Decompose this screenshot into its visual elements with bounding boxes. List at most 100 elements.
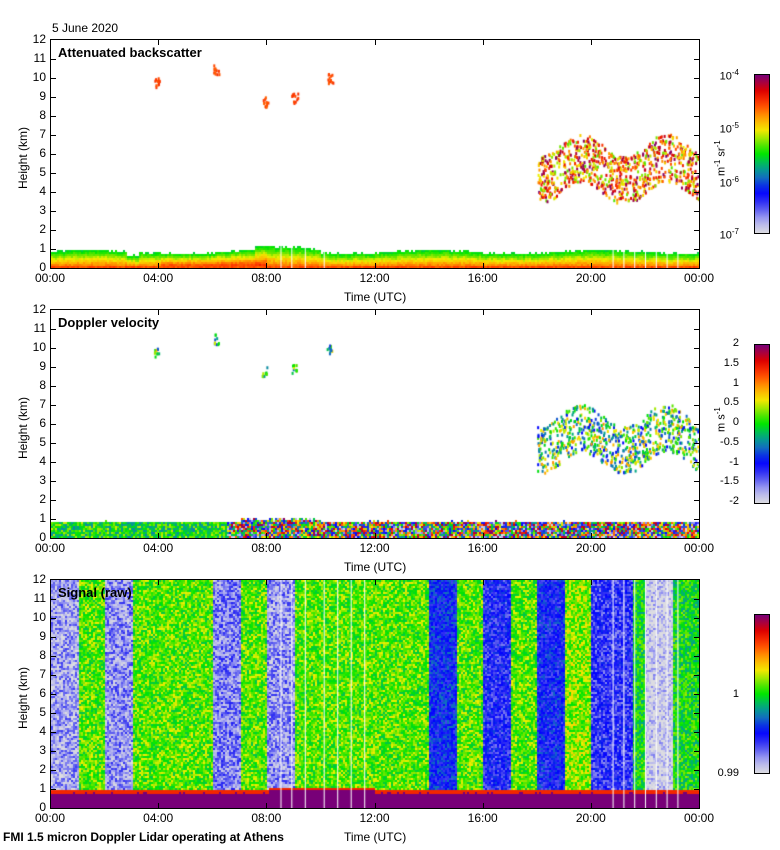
y-tick-mark bbox=[50, 249, 56, 250]
y-tick-mark bbox=[694, 618, 700, 619]
x-tick-mark bbox=[482, 263, 484, 269]
backscatter-heatmap bbox=[51, 40, 699, 268]
velocity-colorbar bbox=[754, 344, 770, 504]
y-tick-mark bbox=[694, 751, 700, 752]
y-tick-mark bbox=[50, 694, 56, 695]
y-tick-label: 6 bbox=[39, 686, 46, 700]
y-tick-mark bbox=[50, 424, 56, 425]
x-tick-mark bbox=[266, 263, 268, 269]
y-tick-mark bbox=[50, 618, 56, 619]
y-tick-label: 3 bbox=[39, 743, 46, 757]
y-tick-mark bbox=[694, 59, 700, 60]
y-tick-mark bbox=[694, 481, 700, 482]
y-tick-mark bbox=[694, 173, 700, 174]
x-tick-mark bbox=[266, 579, 268, 585]
x-tick-mark bbox=[482, 39, 484, 45]
y-tick-label: 7 bbox=[39, 127, 46, 141]
y-tick-mark bbox=[694, 500, 700, 501]
y-tick-mark bbox=[50, 59, 56, 60]
x-tick-mark bbox=[158, 309, 160, 315]
y-tick-mark bbox=[694, 78, 700, 79]
cb2-tick: 2 bbox=[732, 337, 739, 349]
y-tick-mark bbox=[50, 173, 56, 174]
y-tick-label: 4 bbox=[39, 184, 46, 198]
y-tick-mark bbox=[50, 443, 56, 444]
x-tick-mark bbox=[158, 263, 160, 269]
x-tick-label: 20:00 bbox=[575, 811, 606, 825]
y-tick-mark bbox=[694, 770, 700, 771]
y-tick-label: 1 bbox=[39, 511, 46, 525]
panel-title: Signal (raw) bbox=[58, 585, 132, 600]
x-tick-mark bbox=[590, 803, 592, 809]
y-tick-label: 4 bbox=[39, 724, 46, 738]
y-tick-label: 11 bbox=[33, 591, 46, 605]
y-tick-label: 7 bbox=[39, 667, 46, 681]
y-tick-label: 3 bbox=[39, 203, 46, 217]
x-tick-label: 00:00 bbox=[683, 811, 715, 825]
panel-title: Attenuated backscatter bbox=[58, 45, 202, 60]
y-tick-mark bbox=[694, 348, 700, 349]
y-tick-mark bbox=[50, 789, 56, 790]
y-tick-label: 0 bbox=[39, 260, 46, 274]
x-tick-label: 16:00 bbox=[467, 541, 498, 555]
x-tick-label: 08:00 bbox=[251, 271, 282, 285]
y-tick-mark bbox=[50, 78, 56, 79]
y-tick-label: 9 bbox=[39, 359, 46, 373]
x-tick-mark bbox=[374, 579, 376, 585]
x-tick-label: 00:00 bbox=[34, 541, 66, 555]
y-tick-mark bbox=[50, 732, 56, 733]
y-tick-label: 12 bbox=[32, 572, 46, 586]
y-tick-label: 3 bbox=[39, 473, 46, 487]
x-tick-label: 20:00 bbox=[575, 271, 606, 285]
x-tick-label: 04:00 bbox=[143, 271, 174, 285]
x-axis-label: Time (UTC) bbox=[344, 560, 407, 574]
x-tick-mark bbox=[482, 309, 484, 315]
y-tick-mark bbox=[50, 211, 56, 212]
signal-panel: Signal (raw) bbox=[50, 579, 700, 809]
y-tick-label: 10 bbox=[32, 70, 46, 84]
y-tick-mark bbox=[50, 154, 56, 155]
x-tick-mark bbox=[374, 39, 376, 45]
y-tick-mark bbox=[694, 211, 700, 212]
x-tick-label: 20:00 bbox=[575, 541, 606, 555]
figure-caption: FMI 1.5 micron Doppler Lidar operating a… bbox=[3, 830, 284, 844]
cb1-tick: 10-4 bbox=[719, 68, 739, 83]
y-tick-mark bbox=[694, 694, 700, 695]
y-tick-label: 2 bbox=[39, 762, 46, 776]
doppler-panel: Doppler velocity bbox=[50, 309, 700, 539]
x-tick-label: 00:00 bbox=[683, 271, 715, 285]
y-tick-mark bbox=[50, 713, 56, 714]
y-tick-mark bbox=[694, 329, 700, 330]
y-tick-label: 10 bbox=[32, 340, 46, 354]
y-tick-mark bbox=[50, 656, 56, 657]
x-tick-label: 00:00 bbox=[34, 811, 66, 825]
y-tick-label: 5 bbox=[39, 705, 46, 719]
x-tick-label: 08:00 bbox=[251, 811, 282, 825]
cb1-tick: 10-7 bbox=[719, 227, 739, 242]
y-tick-label: 0 bbox=[39, 800, 46, 814]
y-tick-mark bbox=[50, 135, 56, 136]
y-tick-mark bbox=[50, 405, 56, 406]
y-tick-mark bbox=[50, 770, 56, 771]
cb2-tick: 1.5 bbox=[723, 356, 739, 369]
y-tick-mark bbox=[694, 789, 700, 790]
cb2-tick: -1 bbox=[729, 455, 739, 468]
y-tick-mark bbox=[694, 519, 700, 520]
x-axis-label: Time (UTC) bbox=[344, 290, 407, 304]
cb1-unit: m-1 sr-1 bbox=[713, 140, 728, 176]
y-tick-label: 2 bbox=[39, 492, 46, 506]
x-tick-mark bbox=[590, 533, 592, 539]
y-tick-mark bbox=[694, 675, 700, 676]
x-tick-mark bbox=[590, 579, 592, 585]
x-tick-mark bbox=[158, 533, 160, 539]
signal-heatmap bbox=[51, 580, 699, 808]
x-tick-label: 12:00 bbox=[359, 541, 390, 555]
x-tick-label: 04:00 bbox=[143, 541, 174, 555]
cb2-tick: -1.5 bbox=[720, 475, 739, 488]
y-tick-mark bbox=[50, 637, 56, 638]
backscatter-panel: Attenuated backscatter bbox=[50, 39, 700, 269]
y-tick-mark bbox=[694, 97, 700, 98]
y-tick-label: 11 bbox=[33, 321, 46, 335]
y-tick-mark bbox=[50, 386, 56, 387]
y-tick-label: 8 bbox=[39, 108, 46, 122]
